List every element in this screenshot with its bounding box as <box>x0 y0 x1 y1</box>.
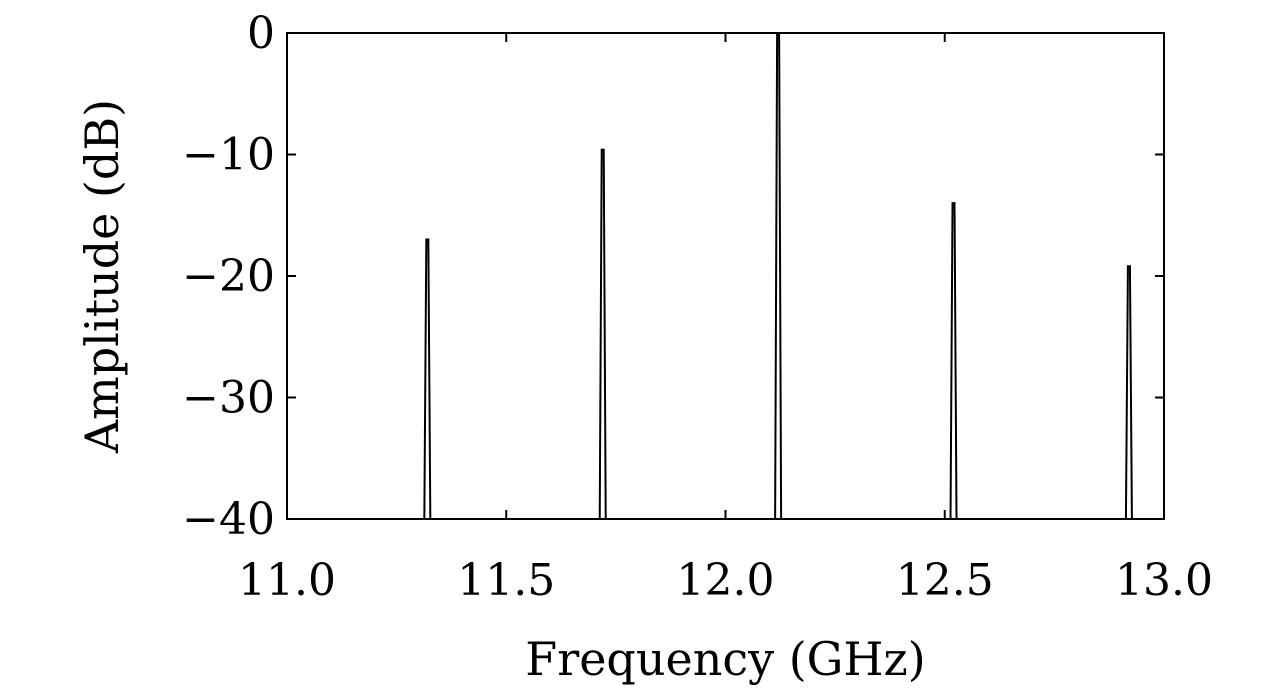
y-tick-label: −40 <box>182 494 275 545</box>
spectral-peak <box>1124 265 1133 520</box>
y-tick-label: −10 <box>182 130 275 181</box>
spectral-peak <box>423 238 432 520</box>
x-tick-label: 11.5 <box>457 555 555 606</box>
x-tick-label: 13.0 <box>1115 555 1213 606</box>
spectral-peak <box>598 148 607 520</box>
x-tick-label: 12.5 <box>896 555 994 606</box>
x-tick-label: 12.0 <box>677 555 775 606</box>
x-tick-label: 11.0 <box>238 555 336 606</box>
axis-ticks <box>286 32 1165 520</box>
x-axis-title: Frequency (GHz) <box>525 632 925 686</box>
x-tick-labels: 11.0 11.5 12.0 12.5 13.0 <box>238 555 1213 606</box>
spectral-peak <box>774 32 783 520</box>
spectrum-peaks <box>287 32 1164 520</box>
y-tick-label: −20 <box>182 251 275 302</box>
y-axis-title: Amplitude (dB) <box>75 99 129 454</box>
y-tick-label: 0 <box>247 8 275 59</box>
plot-frame <box>286 32 1165 520</box>
y-tick-labels: 0 −10 −20 −30 −40 <box>182 8 275 545</box>
spectral-peak <box>949 202 958 520</box>
y-tick-label: −30 <box>182 373 275 424</box>
